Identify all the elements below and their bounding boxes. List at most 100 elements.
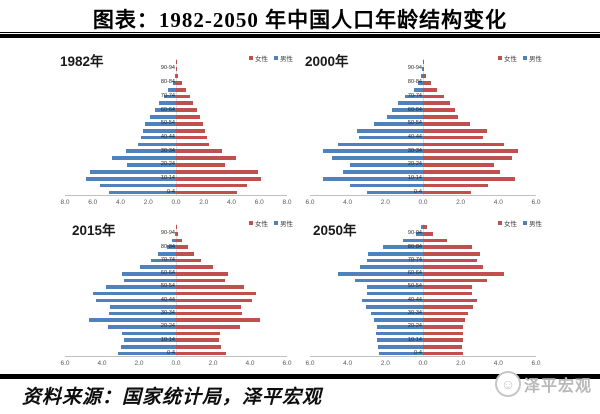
x-tick-label: 0.0 <box>418 199 428 206</box>
age-row-0-4: 0-4 <box>310 350 536 357</box>
age-tick-label: 90-94 <box>407 65 422 72</box>
female-bar-85-89 <box>176 74 179 78</box>
age-row-35-39 <box>65 304 287 311</box>
male-bar-90-94 <box>422 67 423 71</box>
male-bar-20-24 <box>349 163 423 167</box>
male-bar-65-69 <box>139 265 176 269</box>
pyramid-1982: 1982年 女性 男性 0-4 10-14 20-24 30-34 40-44 50-54 60-… <box>52 46 297 211</box>
male-bar-40-44 <box>96 298 176 303</box>
male-bar-75-79 <box>158 251 176 256</box>
x-tick-label: 2.0 <box>456 360 466 367</box>
age-tick-label: 80-84 <box>407 79 422 86</box>
zero-axis-line <box>423 224 424 357</box>
x-tick-label: 6.0 <box>305 199 315 206</box>
age-row-40-44: 40-44 <box>65 134 287 141</box>
male-bar-55-59 <box>149 115 176 119</box>
age-row-0-4: 0-4 <box>310 189 536 196</box>
age-row-25-29 <box>65 317 287 324</box>
legend-male-label: 男性 <box>529 56 542 63</box>
female-bar-15-19 <box>176 169 258 174</box>
male-bar-15-19 <box>375 331 423 336</box>
female-bar-35-39 <box>176 305 241 309</box>
male-bar-60-64 <box>338 271 423 276</box>
male-bar-55-59 <box>355 278 423 283</box>
legend-female: 女性 <box>498 53 517 63</box>
female-bar-30-34 <box>423 311 469 316</box>
male-bar-35-39 <box>365 305 423 309</box>
legend-male-label: 男性 <box>280 56 293 63</box>
x-tick-label: 8.0 <box>60 199 70 206</box>
age-tick-label: 10-14 <box>407 336 422 343</box>
male-bar-65-69 <box>397 101 423 106</box>
x-tick-label: 6.0 <box>254 199 264 206</box>
x-tick-label: 0.0 <box>418 360 428 367</box>
age-row-85-89 <box>310 237 536 244</box>
male-bar-65-69 <box>159 101 176 106</box>
year-label-2000: 2000年 <box>305 54 349 69</box>
x-axis-2015: 6.0 4.0 2.0 0.0 2.0 4.0 6.0 <box>60 356 292 371</box>
age-tick-label: 70-74 <box>407 92 422 99</box>
plot-area-2015: 0-4 10-14 20-24 30-34 40-44 50-54 60-64 70-74 80… <box>65 224 287 357</box>
legend-2050: 女性 男性 <box>498 218 542 228</box>
female-bar-5-9 <box>423 183 488 188</box>
female-bar-0-4 <box>423 351 463 356</box>
male-bar-75-79 <box>368 251 423 256</box>
x-tick-label: 6.0 <box>282 360 292 367</box>
brand-logo: ☺ 泽平宏观 <box>494 371 592 397</box>
male-bar-95+ <box>421 225 423 229</box>
pyramid-2050: 2050年 女性 男性 0-4 10-14 20-24 30-34 40-44 50-54 60-… <box>297 211 546 372</box>
male-bar-45-49 <box>92 291 176 296</box>
age-row-65-69 <box>65 100 287 107</box>
age-row-95+ <box>65 59 287 66</box>
age-row-25-29 <box>310 155 536 162</box>
legend-2015: 女性 男性 <box>249 218 293 228</box>
age-row-50-54: 50-54 <box>65 283 287 291</box>
male-bar-25-29 <box>374 318 423 323</box>
age-row-25-29 <box>65 155 287 162</box>
age-row-10-14: 10-14 <box>65 337 287 344</box>
age-tick-label: 80-84 <box>160 79 175 86</box>
x-tick-label: 4.0 <box>115 199 126 206</box>
x-tick-label: 4.0 <box>226 199 237 206</box>
female-bar-90-94 <box>176 232 179 236</box>
age-row-70-74: 70-74 <box>310 93 536 100</box>
age-row-75-79 <box>65 86 287 93</box>
age-tick-label: 20-24 <box>407 323 422 330</box>
female-bar-30-34 <box>176 311 242 316</box>
age-row-85-89 <box>310 73 536 80</box>
age-tick-label: 30-34 <box>407 147 422 154</box>
female-bar-75-79 <box>423 87 438 92</box>
x-tick-label: 2.0 <box>143 199 153 206</box>
female-swatch <box>249 221 253 225</box>
age-row-95+ <box>310 59 536 66</box>
female-bar-60-64 <box>423 108 456 113</box>
female-bar-90-94 <box>423 67 425 71</box>
age-row-90-94: 90-94 <box>310 65 536 73</box>
age-row-75-79 <box>310 86 536 93</box>
male-bar-70-74 <box>367 258 423 263</box>
legend-male: 男性 <box>274 53 293 63</box>
age-row-50-54: 50-54 <box>65 120 287 128</box>
age-row-75-79 <box>65 251 287 258</box>
male-bar-20-24 <box>376 325 423 329</box>
age-tick-label: 70-74 <box>407 256 422 263</box>
age-tick-label: 60-64 <box>407 106 422 113</box>
age-row-90-94: 90-94 <box>65 65 287 73</box>
plot-area-1982: 0-4 10-14 20-24 30-34 40-44 50-54 60-64 70-74 80… <box>65 59 287 196</box>
female-bar-0-4 <box>176 351 226 356</box>
male-bar-30-34 <box>371 311 423 316</box>
male-bar-50-54 <box>374 122 423 126</box>
male-bar-0-4 <box>366 190 423 195</box>
female-bar-5-9 <box>423 345 462 349</box>
x-axis-2050: 6.0 4.0 2.0 0.0 2.0 4.0 6.0 <box>305 356 541 371</box>
plot-area-2050: 0-4 10-14 20-24 30-34 40-44 50-54 60-64 70-74 80… <box>310 224 536 357</box>
age-tick-label: 90-94 <box>160 65 175 72</box>
female-bar-95+ <box>423 225 427 229</box>
zero-axis-line <box>423 59 424 196</box>
female-bar-65-69 <box>423 265 484 269</box>
age-row-70-74: 70-74 <box>65 93 287 100</box>
female-bar-65-69 <box>176 265 213 269</box>
age-row-65-69 <box>65 264 287 271</box>
age-row-85-89 <box>65 237 287 244</box>
age-row-45-49 <box>310 291 536 298</box>
